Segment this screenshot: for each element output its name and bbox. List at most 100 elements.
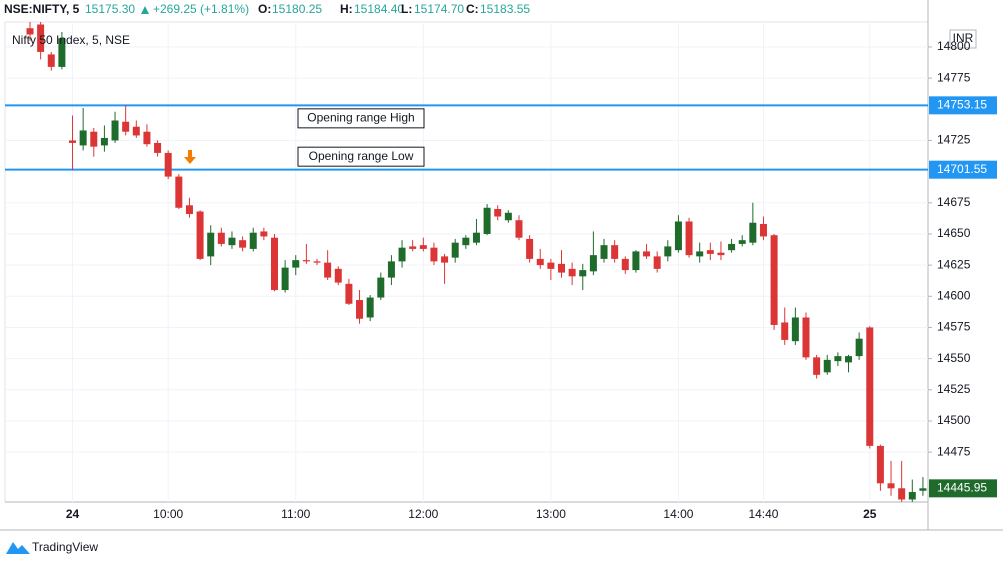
symbol: NSE:NIFTY, 5 <box>4 2 80 16</box>
x-tick-label: 10:00 <box>153 507 183 521</box>
candle-body <box>749 222 757 243</box>
candle-body <box>239 240 247 248</box>
candle-body <box>823 359 831 373</box>
x-tick-label: 11:00 <box>281 507 310 521</box>
candle-body <box>728 243 736 251</box>
candle-body <box>228 237 236 246</box>
candle-body <box>281 267 289 291</box>
candle-body <box>366 297 374 318</box>
candle-body <box>717 252 725 256</box>
candle-body <box>154 142 162 153</box>
candle-body <box>207 232 215 257</box>
candle-body <box>90 131 98 147</box>
candle-body <box>462 237 470 246</box>
plot-area <box>4 21 929 503</box>
annotation: Opening range High <box>307 111 414 125</box>
signal-arrow <box>184 150 196 164</box>
y-tick-label: 14525 <box>937 382 971 396</box>
candle-body <box>122 121 130 132</box>
annotation-box <box>297 108 425 129</box>
candle-body <box>547 262 555 269</box>
candle-body <box>876 445 884 484</box>
ohlc-label: L: <box>401 2 412 16</box>
candle-body <box>526 238 534 259</box>
candle-body <box>26 28 34 35</box>
candle-body <box>738 240 746 244</box>
y-tick-label: 14600 <box>937 288 971 302</box>
candle-body <box>653 256 661 269</box>
change: +269.25 (+1.81%) <box>153 2 249 16</box>
hline-price-box <box>929 96 997 115</box>
candle-body <box>600 245 608 259</box>
y-tick-label: 14675 <box>937 195 971 209</box>
hline-price: 14753.15 <box>937 98 987 112</box>
x-tick-label: 14:00 <box>663 507 693 521</box>
annotation-box <box>297 146 425 167</box>
x-tick-label: 14:40 <box>748 507 778 521</box>
y-tick-label: 14475 <box>937 444 971 458</box>
candle-body <box>196 211 204 259</box>
candle-body <box>536 258 544 266</box>
candle-body <box>419 245 427 249</box>
candle-body <box>685 221 693 256</box>
candle-body <box>706 250 714 254</box>
x-tick-label: 12:00 <box>408 507 438 521</box>
candle-body <box>919 488 927 491</box>
hlines <box>5 104 928 171</box>
candle-body <box>643 251 651 257</box>
candle-body <box>185 205 193 214</box>
ohlc-value: 15184.40 <box>354 2 404 16</box>
ohlc-value: 15183.55 <box>480 2 530 16</box>
candle-body <box>759 223 767 237</box>
candle-body <box>483 207 491 234</box>
candle-body <box>292 260 300 268</box>
candle-body <box>270 237 278 291</box>
currency-box <box>949 29 977 49</box>
candle-body <box>632 251 640 271</box>
brand: TradingView <box>32 540 98 554</box>
candle-body <box>377 277 385 298</box>
candle-body <box>515 220 523 238</box>
x-tick-label: 13:00 <box>536 507 566 521</box>
hline-price-box <box>929 160 997 179</box>
candle-body <box>79 130 87 146</box>
candle-body <box>696 251 704 257</box>
candle-body <box>111 120 119 141</box>
candle-body <box>398 247 406 262</box>
candle-body <box>781 322 789 340</box>
ohlc-label: O: <box>258 2 271 16</box>
y-tick-label: 14575 <box>937 320 971 334</box>
ohlc-value: 15180.25 <box>272 2 322 16</box>
ohlc-label: C: <box>466 2 479 16</box>
candle-body <box>302 260 310 262</box>
candle-body <box>47 54 55 67</box>
last-price: 14445.95 <box>937 481 987 495</box>
ohlc-label: H: <box>340 2 353 16</box>
candle-body <box>558 263 565 273</box>
candle-body <box>217 232 225 244</box>
candle-body <box>589 255 597 272</box>
candle-body <box>451 242 459 258</box>
candle-body <box>100 137 108 146</box>
candle-body <box>260 231 268 237</box>
candle-body <box>143 131 151 145</box>
candle-body <box>834 356 842 362</box>
candle-body <box>611 245 619 259</box>
candle-body <box>621 258 629 271</box>
candle-body <box>887 483 895 489</box>
y-tick-label: 14725 <box>937 133 971 147</box>
candle-body <box>430 247 438 262</box>
candle-body <box>845 356 853 363</box>
candle-body <box>494 209 502 217</box>
candle-body <box>356 300 364 319</box>
candle-body <box>69 140 77 143</box>
x-tick-label: 24 <box>66 507 80 521</box>
candle-body <box>802 317 810 358</box>
brand-logo <box>6 542 30 554</box>
candle-body <box>345 283 353 304</box>
y-tick-label: 14775 <box>937 70 971 84</box>
candle-body <box>568 268 576 277</box>
candle-body <box>132 126 140 136</box>
